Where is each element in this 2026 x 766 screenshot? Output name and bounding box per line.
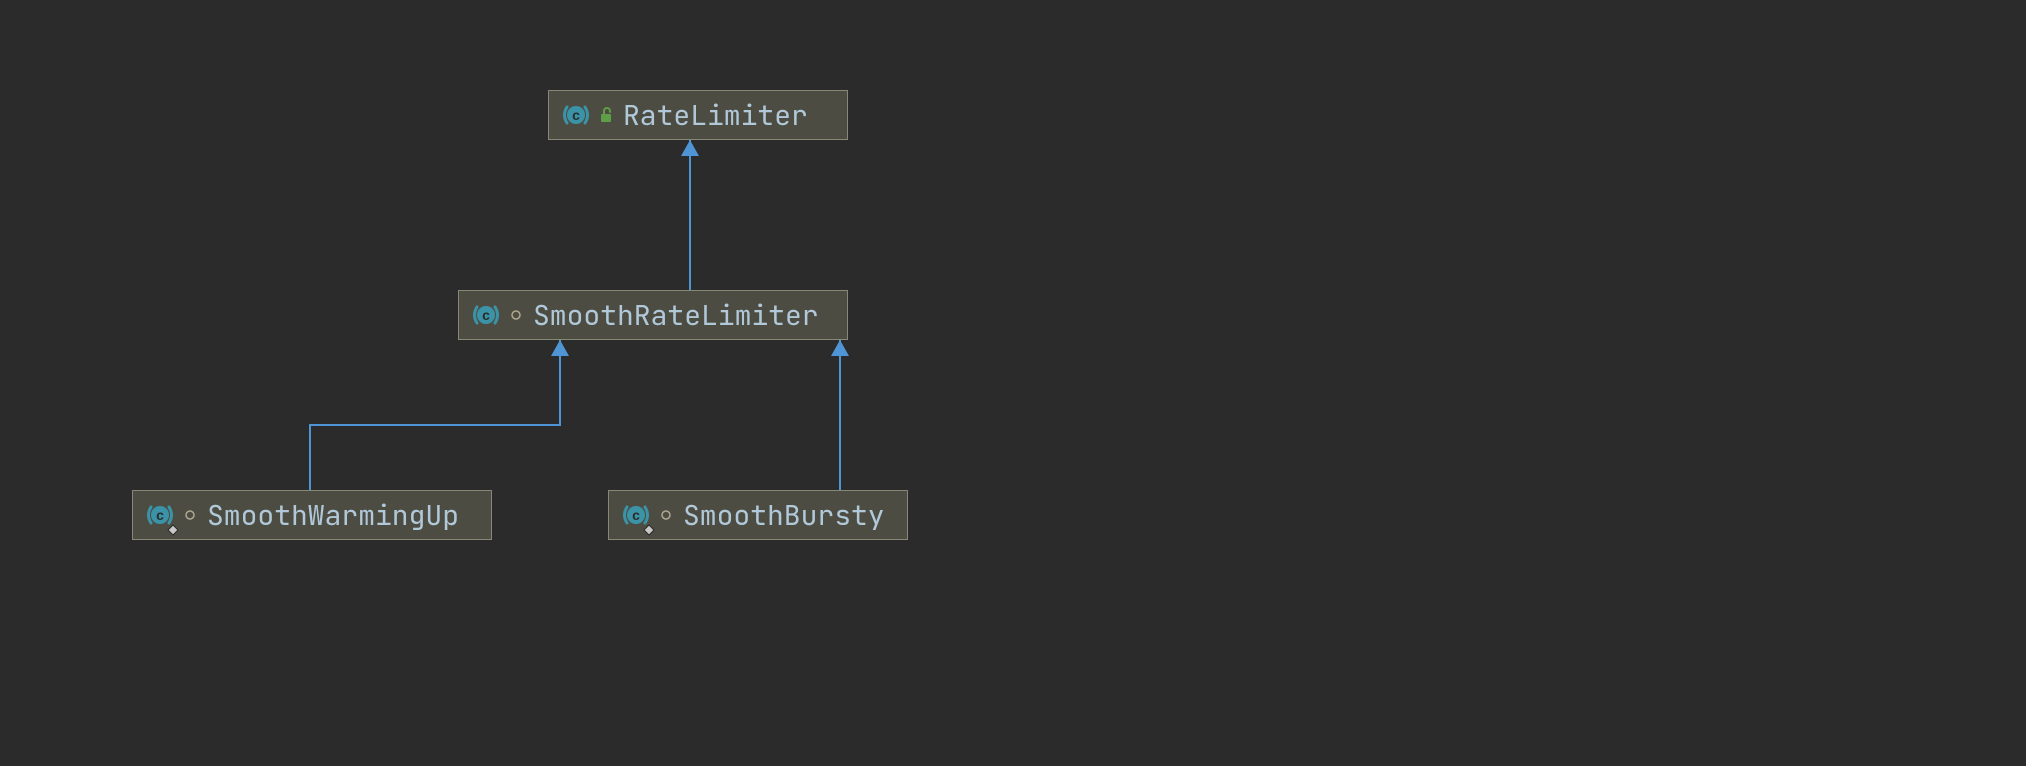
inheritance-arrowhead-icon [551,340,569,356]
inheritance-edge [310,340,560,490]
class-label: SmoothRateLimiter [533,297,819,334]
svg-text:c: c [572,107,580,123]
package-private-icon [659,508,673,522]
class-icon: c [623,502,649,528]
inheritance-arrowhead-icon [681,140,699,156]
inner-class-badge-icon [167,520,179,532]
edges-layer [0,0,2026,766]
class-label: SmoothWarmingUp [207,497,459,534]
package-private-icon [183,508,197,522]
package-private-icon [509,308,523,322]
svg-text:c: c [632,507,640,523]
inheritance-arrowhead-icon [831,340,849,356]
class-icon: c [563,102,589,128]
inner-class-badge-icon [643,520,655,532]
public-lock-icon [599,108,613,122]
class-icon: c [147,502,173,528]
svg-text:c: c [482,307,490,323]
class-label: RateLimiter [623,97,808,134]
class-icon: c [473,302,499,328]
class-node[interactable]: c RateLimiter [548,90,848,140]
svg-text:c: c [156,507,164,523]
class-node[interactable]: c SmoothBursty [608,490,908,540]
class-hierarchy-diagram: c RateLimiter c SmoothRateLimiter c SmoothWar… [0,0,2026,766]
class-node[interactable]: c SmoothWarmingUp [132,490,492,540]
class-node[interactable]: c SmoothRateLimiter [458,290,848,340]
class-label: SmoothBursty [683,497,885,534]
